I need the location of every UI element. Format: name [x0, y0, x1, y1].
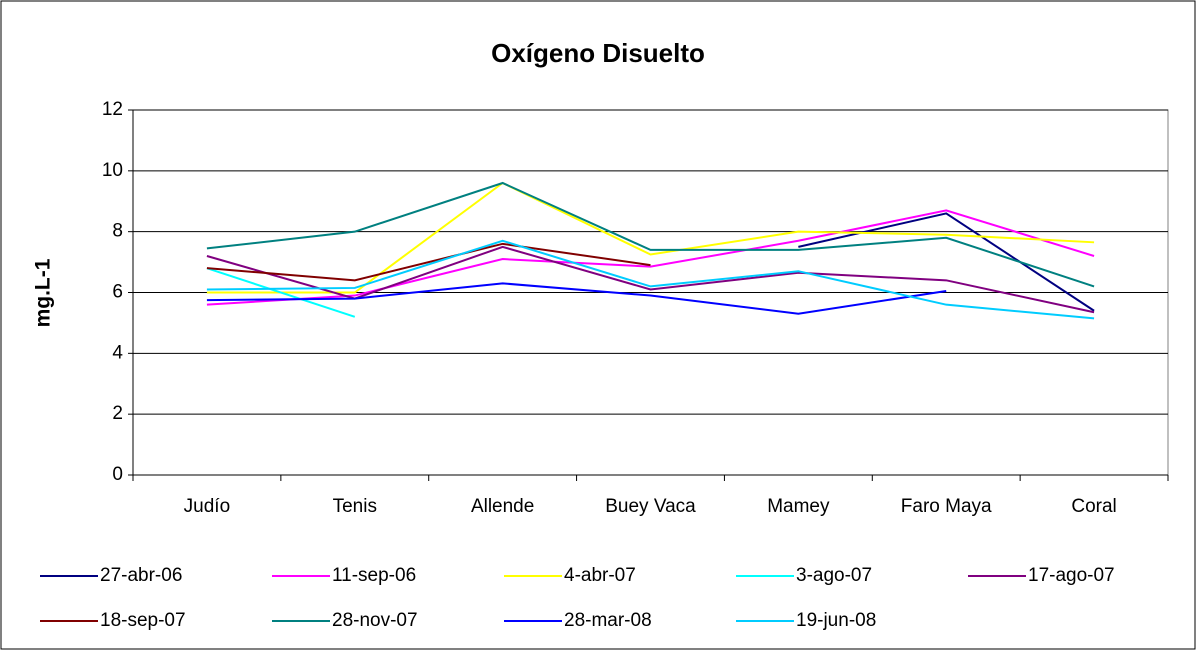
series-line — [798, 212, 1095, 312]
y-tick-label: 2 — [112, 403, 123, 424]
series-line — [206, 282, 947, 315]
y-tick-label: 10 — [102, 160, 123, 181]
x-tick-label: Mamey — [767, 496, 830, 517]
legend-label: 28-nov-07 — [332, 610, 418, 631]
series-line — [206, 267, 356, 318]
legend-label: 19-jun-08 — [796, 610, 876, 631]
legend-label: 18-sep-07 — [100, 610, 186, 631]
x-tick-label: Buey Vaca — [605, 496, 696, 517]
legend-label: 4-abr-07 — [564, 565, 636, 586]
series-line — [206, 181, 1095, 288]
legend-label: 3-ago-07 — [796, 565, 872, 586]
series-line — [206, 242, 651, 282]
x-tick-label: Judío — [184, 496, 230, 517]
series-line — [206, 239, 1095, 320]
y-tick-label: 0 — [112, 464, 123, 485]
x-tick-label: Coral — [1071, 496, 1116, 517]
y-tick-label: 6 — [112, 282, 123, 303]
legend-label: 28-mar-08 — [564, 610, 652, 631]
series-line — [206, 181, 1095, 294]
y-tick-label: 12 — [102, 99, 123, 120]
legend-label: 11-sep-06 — [332, 565, 416, 586]
y-tick-label: 8 — [112, 221, 123, 242]
series-line — [206, 209, 1095, 306]
x-tick-label: Faro Maya — [901, 496, 992, 517]
chart-title: Oxígeno Disuelto — [491, 38, 705, 68]
x-tick-label: Allende — [471, 496, 534, 517]
y-axis-label: mg.L-1 — [32, 258, 55, 327]
y-tick-label: 4 — [112, 342, 123, 363]
legend-label: 17-ago-07 — [1028, 565, 1115, 586]
legend-label: 27-abr-06 — [100, 565, 182, 586]
x-tick-label: Tenis — [333, 496, 377, 517]
